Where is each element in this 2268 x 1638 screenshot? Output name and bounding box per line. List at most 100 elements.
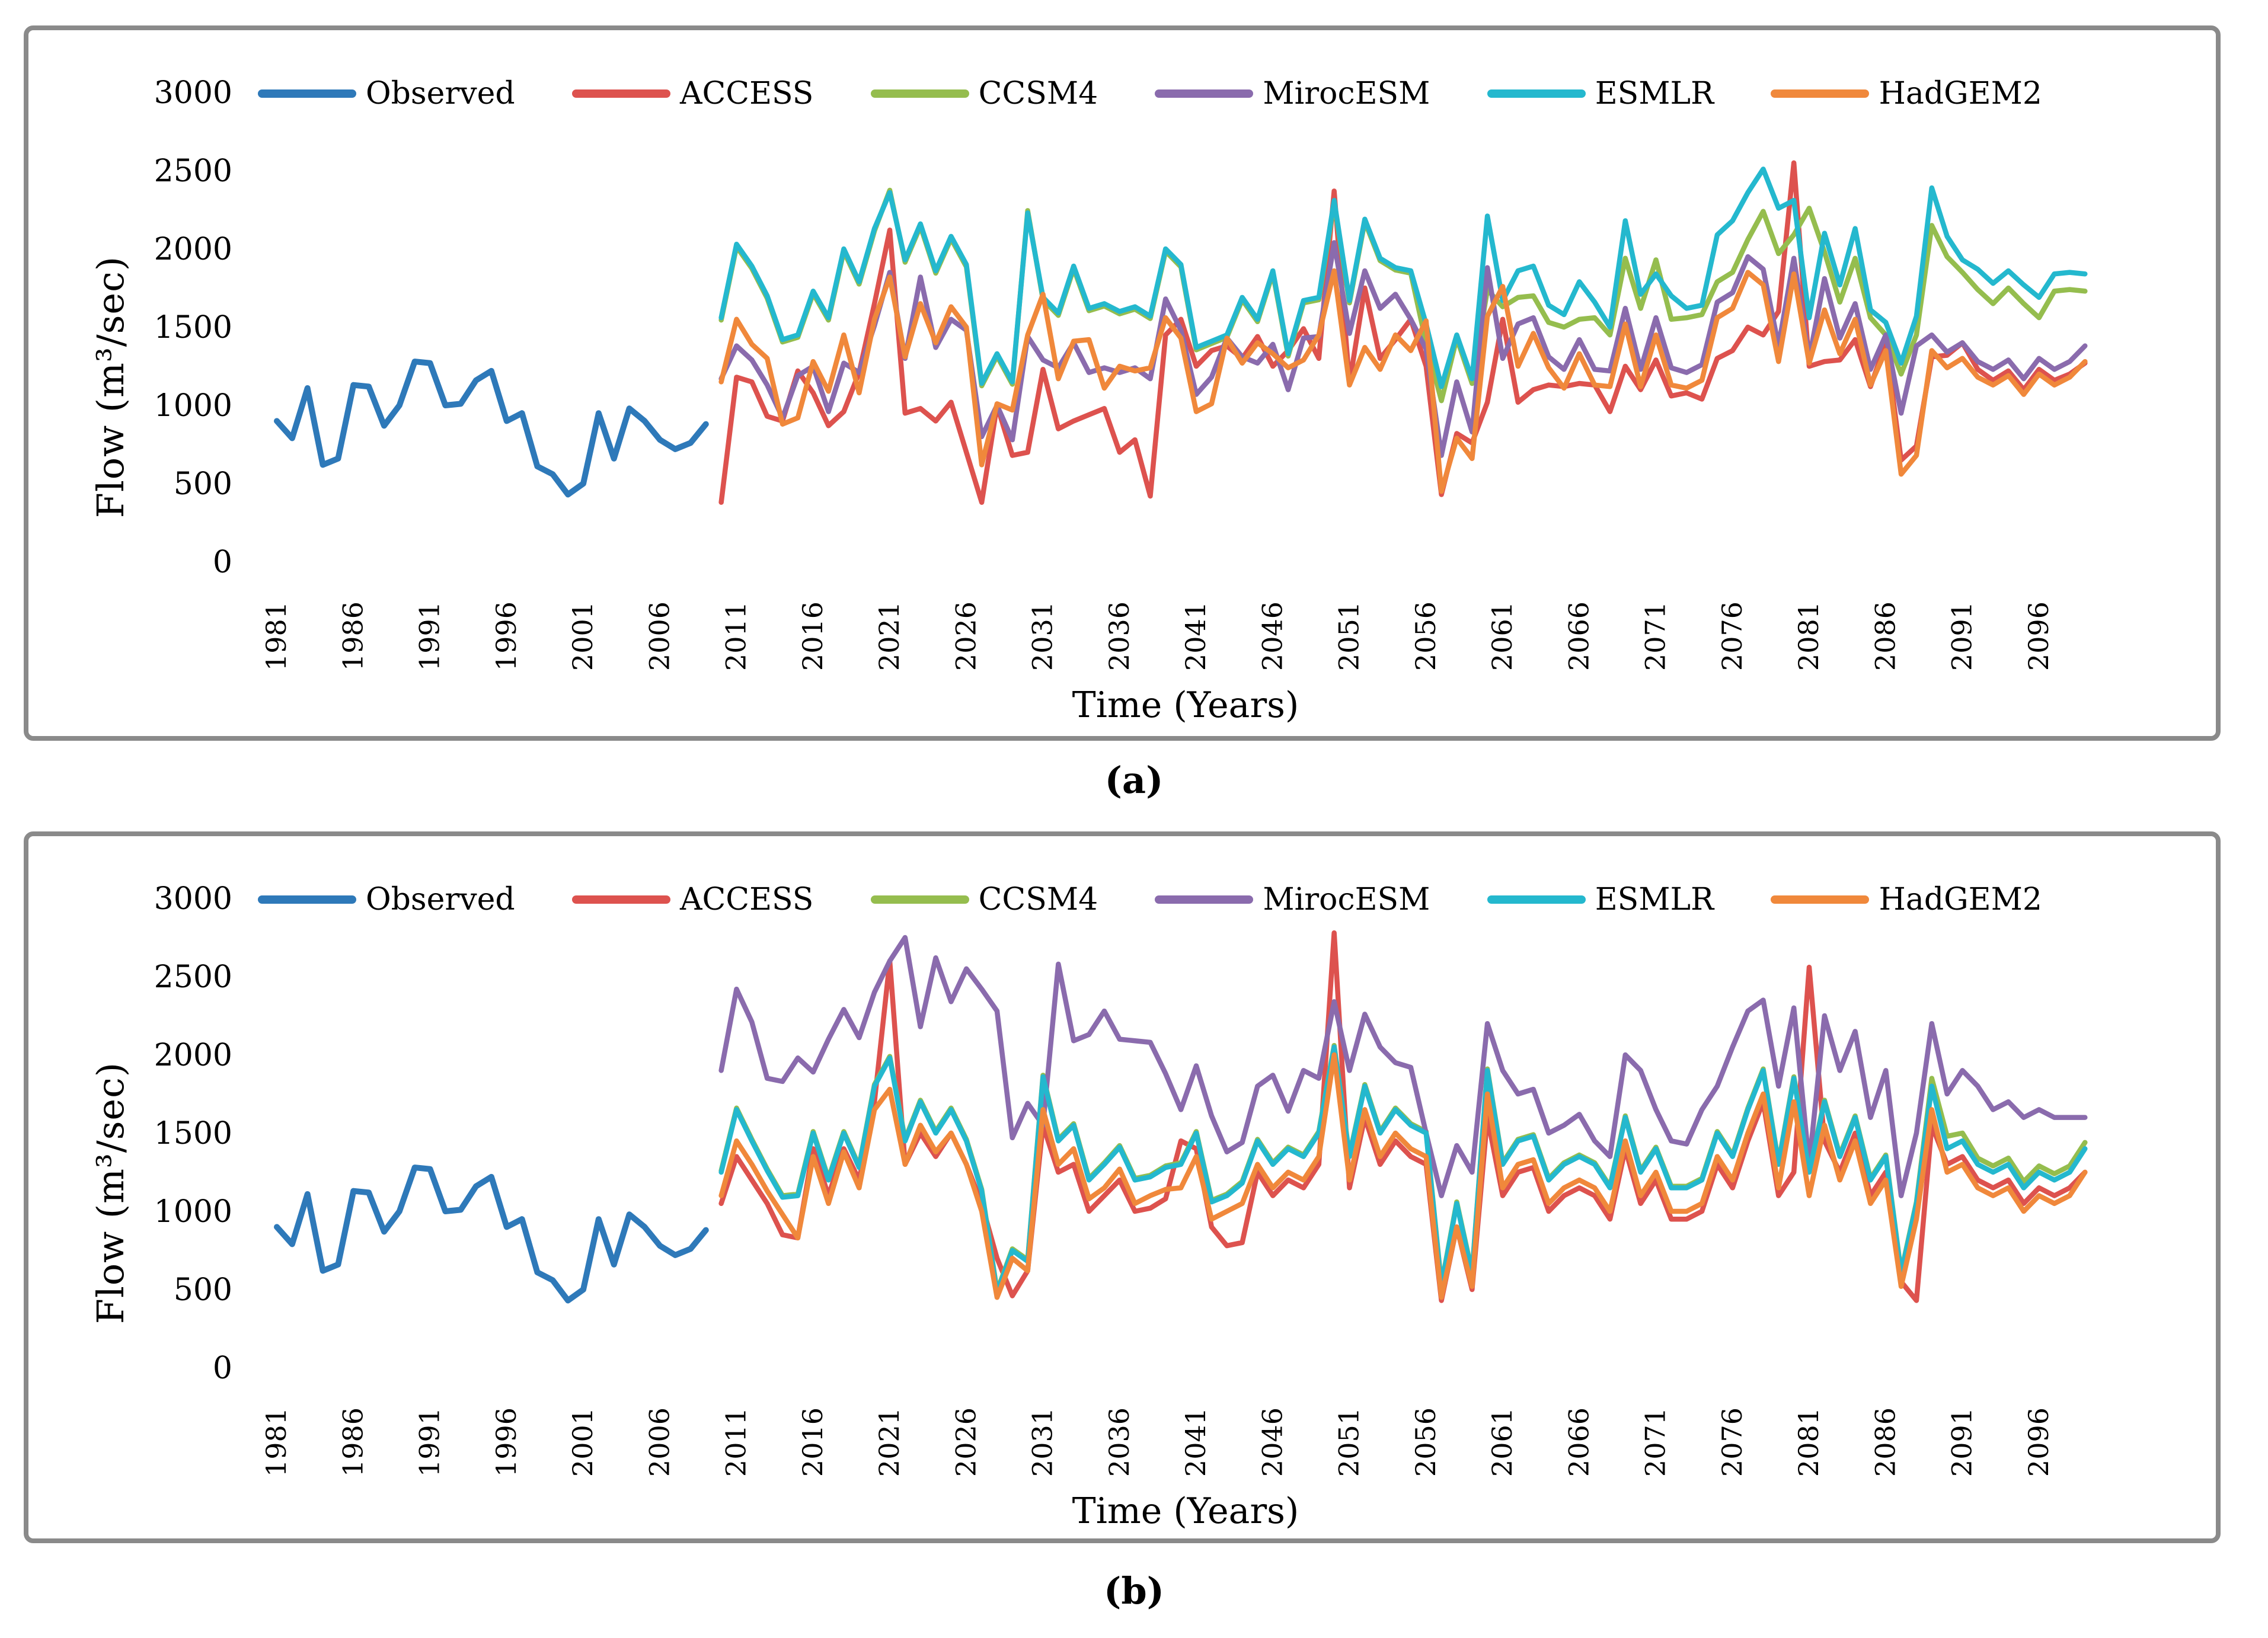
legend-label: MirocESM bbox=[1263, 882, 1430, 917]
legend-swatch-mirocesm bbox=[1155, 89, 1254, 98]
legend-item-ccsm4: CCSM4 bbox=[870, 76, 1098, 111]
legend-label: MirocESM bbox=[1263, 76, 1430, 111]
x-tick-label: 1981 bbox=[260, 1407, 292, 1477]
legend-swatch-esmlr bbox=[1487, 895, 1586, 904]
y-tick-label: 1000 bbox=[154, 1194, 232, 1230]
chart-plot-a: 0 500 1000 1500 2000 2500 3000 1981 1986 1991 1996… bbox=[154, 75, 2088, 671]
y-tick-label: 0 bbox=[213, 1351, 232, 1386]
legend-item-esmlr: ESMLR bbox=[1487, 882, 1714, 917]
series-line-hadgem2 bbox=[718, 268, 2088, 494]
x-tick-label: 2061 bbox=[1486, 602, 1518, 671]
legend-swatch-hadgem2 bbox=[1771, 89, 1870, 98]
legend-label: HadGEM2 bbox=[1879, 882, 2042, 917]
x-tick-label: 2021 bbox=[873, 1407, 905, 1477]
legend-swatch-observed bbox=[258, 895, 356, 904]
x-tick-label: 2006 bbox=[643, 1407, 675, 1477]
x-tick-label: 2021 bbox=[873, 602, 905, 671]
series-line-esmlr bbox=[718, 1044, 2088, 1295]
legend-item-observed: Observed bbox=[258, 76, 515, 111]
x-tick-label: 2091 bbox=[1946, 1407, 1978, 1477]
series-line-observed bbox=[274, 359, 709, 498]
x-tick-label: 2046 bbox=[1256, 1407, 1288, 1477]
legend-label: Observed bbox=[366, 76, 515, 111]
series-line-access bbox=[718, 160, 2088, 505]
legend-item-access: ACCESS bbox=[571, 882, 814, 917]
legend-swatch-hadgem2 bbox=[1771, 895, 1870, 904]
legend-swatch-ccsm4 bbox=[870, 895, 969, 904]
x-tick-label: 2096 bbox=[2023, 1407, 2055, 1477]
x-tick-label: 2056 bbox=[1410, 602, 1442, 671]
legend-swatch-esmlr bbox=[1487, 89, 1586, 98]
x-tick-label: 2076 bbox=[1716, 602, 1748, 671]
legend-label: ACCESS bbox=[679, 882, 814, 917]
y-tick-label: 0 bbox=[213, 545, 232, 580]
y-tick-label: 1500 bbox=[154, 310, 232, 345]
x-tick-label: 1981 bbox=[260, 602, 292, 671]
y-tick-label: 1500 bbox=[154, 1116, 232, 1151]
legend-item-hadgem2: HadGEM2 bbox=[1771, 882, 2042, 917]
x-tick-label: 2076 bbox=[1716, 1407, 1748, 1477]
x-tick-label: 2056 bbox=[1410, 1407, 1442, 1477]
x-tick-label: 2081 bbox=[1793, 1407, 1825, 1477]
figure-caption-b: (b) bbox=[1103, 1569, 1165, 1613]
x-axis-title: Time (Years) bbox=[1072, 1490, 1299, 1532]
x-tick-label: 2036 bbox=[1103, 602, 1135, 671]
y-tick-label: 2500 bbox=[154, 959, 232, 995]
x-tick-label: 1991 bbox=[414, 602, 446, 671]
legend-item-ccsm4: CCSM4 bbox=[870, 882, 1098, 917]
series-line-observed bbox=[274, 1164, 709, 1304]
x-tick-label: 2051 bbox=[1333, 1407, 1365, 1477]
figure-caption-a: (a) bbox=[1104, 759, 1164, 802]
chart-plot-b: 0 500 1000 1500 2000 2500 3000 1981 1986 1991 1996… bbox=[154, 881, 2088, 1477]
y-axis-title: Flow (m³/sec) bbox=[89, 255, 132, 519]
legend-item-mirocesm: MirocESM bbox=[1155, 882, 1430, 917]
x-tick-label: 2046 bbox=[1256, 602, 1288, 671]
series-line-hadgem2 bbox=[718, 1052, 2088, 1300]
legend-swatch-access bbox=[571, 895, 670, 904]
x-tick-label: 2051 bbox=[1333, 602, 1365, 671]
x-tick-label: 2026 bbox=[950, 1407, 982, 1477]
x-tick-label: 2081 bbox=[1793, 602, 1825, 671]
x-tick-label: 2071 bbox=[1640, 1407, 1672, 1477]
y-tick-label: 2000 bbox=[154, 232, 232, 267]
y-tick-label: 3000 bbox=[154, 75, 232, 111]
y-axis-title: Flow (m³/sec) bbox=[89, 1061, 132, 1325]
x-tick-label: 2061 bbox=[1486, 1407, 1518, 1477]
x-tick-label: 2031 bbox=[1027, 602, 1059, 671]
series-line-mirocesm bbox=[718, 935, 2088, 1198]
x-tick-label: 2086 bbox=[1869, 1407, 1901, 1477]
x-tick-label: 1996 bbox=[490, 1407, 522, 1477]
x-axis-title: Time (Years) bbox=[1072, 684, 1299, 726]
legend-label: Observed bbox=[366, 882, 515, 917]
y-tick-label: 2000 bbox=[154, 1038, 232, 1073]
x-tick-label: 2001 bbox=[567, 1407, 599, 1477]
x-tick-label: 2041 bbox=[1180, 1407, 1212, 1477]
legend-item-hadgem2: HadGEM2 bbox=[1771, 76, 2042, 111]
legend-swatch-mirocesm bbox=[1155, 895, 1254, 904]
y-tick-label: 1000 bbox=[154, 388, 232, 424]
y-tick-label: 500 bbox=[174, 1272, 232, 1308]
series-line-esmlr bbox=[718, 167, 2088, 389]
y-tick-label: 3000 bbox=[154, 881, 232, 917]
legend-item-mirocesm: MirocESM bbox=[1155, 76, 1430, 111]
legend-swatch-access bbox=[571, 89, 670, 98]
x-tick-label: 1996 bbox=[490, 602, 522, 671]
x-tick-label: 2001 bbox=[567, 602, 599, 671]
legend-swatch-observed bbox=[258, 89, 356, 98]
legend-item-observed: Observed bbox=[258, 882, 515, 917]
x-tick-label: 1986 bbox=[337, 1407, 369, 1477]
legend-swatch-ccsm4 bbox=[870, 89, 969, 98]
chart-legend: Observed ACCESS CCSM4 MirocESM ESMLR HadGEM2 bbox=[258, 881, 2042, 919]
legend-item-access: ACCESS bbox=[571, 76, 814, 111]
legend-label: ESMLR bbox=[1595, 76, 1714, 111]
x-tick-label: 2026 bbox=[950, 602, 982, 671]
legend-label: CCSM4 bbox=[978, 882, 1098, 917]
legend-label: HadGEM2 bbox=[1879, 76, 2042, 111]
x-tick-label: 2091 bbox=[1946, 602, 1978, 671]
x-tick-label: 2016 bbox=[797, 1407, 829, 1477]
x-tick-label: 2016 bbox=[797, 602, 829, 671]
legend-label: CCSM4 bbox=[978, 76, 1098, 111]
x-tick-label: 2036 bbox=[1103, 1407, 1135, 1477]
legend-label: ACCESS bbox=[679, 76, 814, 111]
